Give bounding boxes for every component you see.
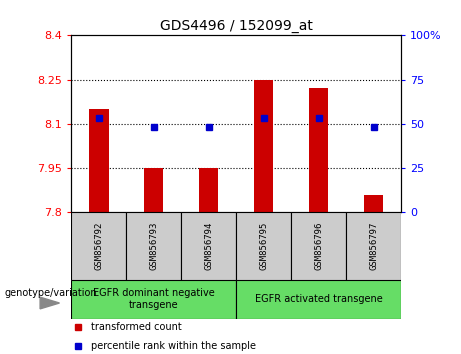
Bar — [144, 168, 164, 212]
Bar — [126, 212, 181, 280]
Bar — [71, 280, 236, 319]
Bar — [364, 195, 383, 212]
Text: GSM856797: GSM856797 — [369, 222, 378, 270]
Text: transformed count: transformed count — [91, 321, 182, 332]
Bar — [89, 109, 108, 212]
Text: percentile rank within the sample: percentile rank within the sample — [91, 341, 256, 351]
Bar — [236, 280, 401, 319]
Text: genotype/variation: genotype/variation — [5, 288, 97, 298]
Title: GDS4496 / 152099_at: GDS4496 / 152099_at — [160, 19, 313, 33]
Text: GSM856794: GSM856794 — [204, 222, 213, 270]
Text: GSM856792: GSM856792 — [95, 222, 103, 270]
Bar — [199, 168, 219, 212]
Text: EGFR dominant negative
transgene: EGFR dominant negative transgene — [93, 288, 215, 310]
Text: GSM856795: GSM856795 — [259, 222, 268, 270]
Bar — [236, 212, 291, 280]
Polygon shape — [40, 297, 59, 309]
Bar — [346, 212, 401, 280]
Bar — [291, 212, 346, 280]
Text: EGFR activated transgene: EGFR activated transgene — [255, 294, 383, 304]
Bar — [181, 212, 236, 280]
Bar — [254, 80, 273, 212]
Text: GSM856793: GSM856793 — [149, 222, 159, 270]
Bar — [71, 212, 126, 280]
Bar — [309, 88, 328, 212]
Text: GSM856796: GSM856796 — [314, 222, 323, 270]
